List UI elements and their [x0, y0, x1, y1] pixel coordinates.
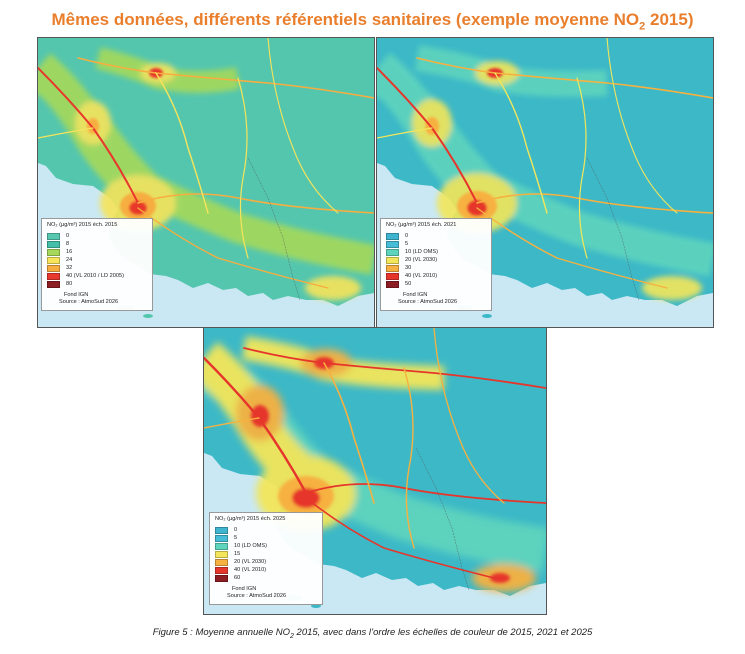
map-scale-2021[interactable]: NO₂ (µg/m³) 2015 éch. 2021 0 5 10 (LD OM…	[376, 37, 714, 328]
legend-source: Source : AtmoSud 2026	[227, 593, 287, 600]
legend-item: 20 (VL 2030)	[215, 559, 317, 567]
road-network	[204, 328, 546, 579]
legend-swatch	[386, 241, 399, 249]
legend-swatch	[215, 551, 228, 559]
legend-swatch	[47, 273, 60, 281]
legend-item: 24	[47, 257, 147, 265]
legend-item: 0	[215, 527, 317, 535]
legend-swatch	[47, 265, 60, 273]
legend-item: 16	[47, 249, 147, 257]
boundary-line	[415, 447, 470, 591]
page-title: Mêmes données, différents référentiels s…	[51, 10, 694, 33]
road-network	[38, 38, 374, 289]
legend-item: 30	[386, 265, 486, 273]
road-network	[377, 38, 713, 289]
legend-item: 80	[47, 281, 147, 289]
legend-swatch	[215, 535, 228, 543]
legend-item: 10 (LD OMS)	[386, 249, 486, 257]
legend-swatch	[47, 257, 60, 265]
legend-swatch	[386, 273, 399, 281]
legend-item: 40 (VL 2010)	[386, 273, 486, 281]
legend-swatch	[215, 575, 228, 583]
urban-core	[490, 573, 510, 583]
legend-item: 5	[386, 241, 486, 249]
legend-swatch	[47, 233, 60, 241]
boundary-line	[586, 157, 640, 301]
legend-source: Source : AtmoSud 2026	[59, 299, 119, 306]
legend-swatch	[215, 543, 228, 551]
legend-swatch	[386, 257, 399, 265]
island	[311, 604, 321, 608]
legend-item: 50	[386, 281, 486, 289]
legend-swatch	[47, 249, 60, 257]
legend-item: 0	[47, 233, 147, 241]
figure-caption: Figure 5 : Moyenne annuelle NO2 2015, av…	[152, 627, 593, 640]
legend-basemap: Fond IGN	[232, 585, 257, 592]
urban-area	[305, 276, 361, 300]
urban-area	[642, 276, 702, 300]
map-legend: NO₂ (µg/m³) 2015 éch. 2025 0 5 10 (LD OM…	[209, 512, 323, 605]
legend-item: 40 (VL 2010 / LD 2005)	[47, 273, 147, 281]
map-scale-2015[interactable]: NO₂ (µg/m³) 2015 éch. 2015 0 8 16 24 32 …	[37, 37, 375, 328]
legend-swatch	[47, 241, 60, 249]
legend-item: 15	[215, 551, 317, 559]
legend-title: NO₂ (µg/m³) 2015 éch. 2021	[386, 222, 457, 228]
legend-item: 20 (VL 2030)	[386, 257, 486, 265]
legend-source: Source : AtmoSud 2026	[398, 299, 458, 306]
urban-core	[87, 118, 99, 134]
urban-core	[251, 405, 269, 427]
legend-title: NO₂ (µg/m³) 2015 éch. 2025	[215, 516, 286, 522]
legend-title: NO₂ (µg/m³) 2015 éch. 2015	[47, 222, 118, 228]
urban-core	[425, 117, 439, 135]
legend-item: 8	[47, 241, 147, 249]
legend-basemap: Fond IGN	[64, 291, 89, 298]
legend-swatch	[386, 265, 399, 273]
legend-item: 40 (VL 2010)	[215, 567, 317, 575]
legend-item: 60	[215, 575, 317, 583]
map-legend: NO₂ (µg/m³) 2015 éch. 2021 0 5 10 (LD OM…	[380, 218, 492, 311]
legend-swatch	[215, 527, 228, 535]
legend-basemap: Fond IGN	[403, 291, 428, 298]
legend-swatch	[386, 233, 399, 241]
legend-swatch	[47, 281, 60, 289]
island	[482, 314, 492, 318]
legend-swatch	[215, 567, 228, 575]
legend-item: 5	[215, 535, 317, 543]
legend-swatch	[386, 249, 399, 257]
legend-swatch	[386, 281, 399, 289]
map-legend: NO₂ (µg/m³) 2015 éch. 2015 0 8 16 24 32 …	[41, 218, 153, 311]
map-scale-2025[interactable]: NO₂ (µg/m³) 2015 éch. 2025 0 5 10 (LD OM…	[203, 327, 547, 615]
island	[143, 314, 153, 318]
legend-swatch	[215, 559, 228, 567]
legend-item: 0	[386, 233, 486, 241]
boundary-line	[247, 157, 301, 301]
legend-item: 32	[47, 265, 147, 273]
legend-item: 10 (LD OMS)	[215, 543, 317, 551]
